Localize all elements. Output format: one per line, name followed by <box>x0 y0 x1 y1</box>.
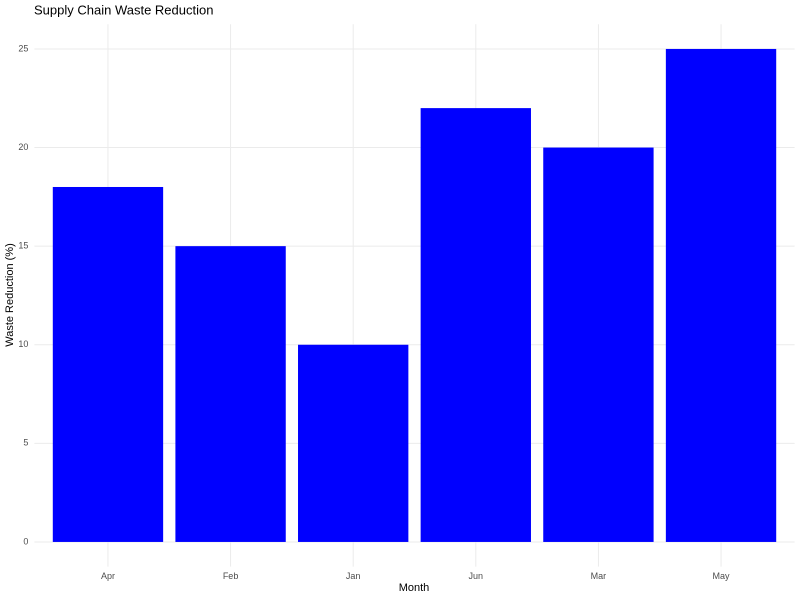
x-axis-label: Month <box>399 582 430 594</box>
y-tick-label: 15 <box>18 241 28 251</box>
x-tick-label: Mar <box>591 571 607 581</box>
bar <box>420 108 531 542</box>
y-tick-label: 5 <box>23 438 28 448</box>
y-tick-label: 0 <box>23 536 28 546</box>
x-tick-label: Apr <box>101 571 115 581</box>
x-tick-label: Jan <box>346 571 361 581</box>
chart-title: Supply Chain Waste Reduction <box>34 2 213 17</box>
bar <box>298 344 409 542</box>
x-tick-label: Feb <box>223 571 239 581</box>
y-tick-label: 20 <box>18 142 28 152</box>
bar <box>175 246 286 542</box>
bar <box>665 48 777 542</box>
x-tick-label: Jun <box>469 571 484 581</box>
y-tick-label: 10 <box>18 339 28 349</box>
bar <box>543 147 654 542</box>
y-tick-label: 25 <box>18 43 28 53</box>
bar <box>52 186 164 542</box>
y-axis-label: Waste Reduction (%) <box>4 243 16 347</box>
x-tick-label: May <box>713 571 731 581</box>
